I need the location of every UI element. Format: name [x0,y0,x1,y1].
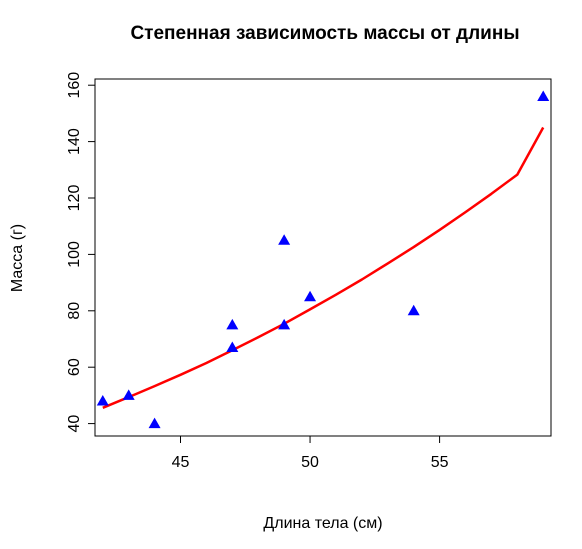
y-tick-label: 120 [66,185,83,212]
data-point [537,90,549,101]
y-tick-label: 40 [66,415,83,433]
y-tick-label: 80 [66,302,83,320]
chart-title: Степенная зависимость массы от длины [130,23,519,44]
y-tick-label: 60 [66,358,83,376]
fit-line [103,128,543,408]
y-axis: 40 60 80 100 120 140 160 [66,72,95,433]
x-tick-label: 50 [301,454,319,471]
data-point [97,395,109,406]
y-tick-label: 140 [66,128,83,155]
data-point [226,341,238,352]
data-point [149,418,161,429]
x-axis-label: Длина тела (см) [263,515,382,532]
x-tick-label: 45 [172,454,190,471]
data-point [226,319,238,330]
y-tick-label: 160 [66,72,83,99]
data-point [304,291,316,302]
data-point [408,305,420,316]
x-axis: 45 50 55 [172,436,449,471]
y-axis-label: Масса (г) [9,224,26,292]
points-layer [97,90,549,428]
fit-layer [103,128,543,408]
y-tick-label: 100 [66,241,83,268]
data-point [278,234,290,245]
x-tick-label: 55 [431,454,449,471]
